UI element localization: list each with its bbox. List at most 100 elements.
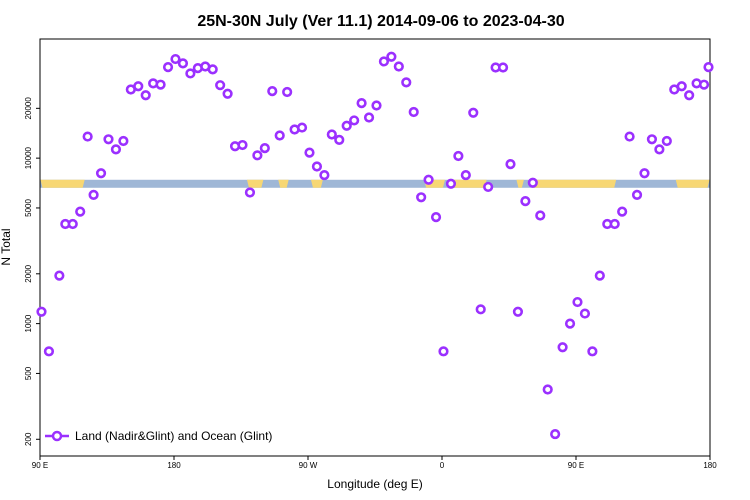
data-point bbox=[75, 206, 86, 217]
data-point bbox=[386, 51, 397, 62]
data-point bbox=[118, 135, 129, 147]
landmask-land-segment bbox=[516, 179, 524, 188]
x-axis-ticks: 90 E 180 90 W 0 90 E 180 bbox=[32, 456, 717, 470]
data-point bbox=[624, 131, 635, 142]
y-axis-label: N Total bbox=[0, 228, 13, 265]
data-point bbox=[646, 134, 658, 145]
data-point bbox=[54, 270, 65, 281]
landmask-land-segment bbox=[310, 179, 323, 188]
data-points bbox=[36, 51, 714, 440]
data-point bbox=[661, 135, 672, 147]
data-point bbox=[311, 161, 323, 172]
data-point bbox=[133, 81, 144, 92]
data-point bbox=[416, 192, 427, 203]
data-point bbox=[341, 120, 352, 131]
data-point bbox=[684, 90, 695, 101]
x-tick-label: 180 bbox=[167, 461, 181, 470]
x-tick-label: 90 E bbox=[32, 461, 48, 470]
data-point bbox=[237, 139, 248, 151]
data-point bbox=[475, 304, 486, 315]
data-point bbox=[542, 384, 553, 395]
landmask-ocean-segment bbox=[40, 179, 710, 188]
data-point bbox=[572, 296, 583, 308]
data-point bbox=[703, 61, 714, 73]
data-point bbox=[527, 177, 538, 188]
data-point bbox=[520, 196, 531, 207]
plot-frame bbox=[39, 38, 711, 457]
landmask-land-segment bbox=[447, 179, 487, 188]
x-tick-label: 180 bbox=[703, 461, 717, 470]
legend-label: Land (Nadir&Glint) and Ocean (Glint) bbox=[75, 429, 272, 443]
data-point bbox=[103, 134, 114, 145]
landmask-band bbox=[40, 179, 710, 188]
landmask-land-segment bbox=[278, 179, 289, 188]
legend-marker-swatch bbox=[51, 430, 63, 442]
data-point bbox=[43, 346, 55, 357]
data-point bbox=[430, 212, 442, 223]
data-point bbox=[468, 107, 479, 118]
data-point bbox=[594, 270, 605, 281]
data-point bbox=[564, 318, 576, 329]
data-point bbox=[36, 306, 47, 317]
y-tick-label: 10000 bbox=[24, 146, 33, 169]
data-point bbox=[304, 147, 315, 158]
data-point bbox=[698, 79, 710, 90]
landmask-land-segment bbox=[675, 179, 710, 188]
data-point bbox=[252, 150, 263, 161]
y-tick-label: 500 bbox=[24, 366, 33, 380]
landmask-land-segment bbox=[246, 179, 264, 188]
data-point bbox=[371, 100, 382, 111]
data-point bbox=[654, 144, 665, 155]
data-point bbox=[319, 169, 330, 181]
data-point bbox=[67, 218, 78, 230]
data-point bbox=[557, 342, 568, 353]
data-point bbox=[378, 56, 390, 67]
data-point bbox=[423, 174, 434, 185]
data-point bbox=[587, 346, 598, 357]
legend: Land (Nadir&Glint) and Ocean (Glint) bbox=[45, 429, 272, 443]
data-point bbox=[579, 308, 591, 319]
data-point bbox=[505, 159, 516, 170]
data-point bbox=[95, 168, 107, 179]
data-point bbox=[177, 58, 189, 69]
data-point bbox=[408, 106, 419, 118]
data-point bbox=[497, 62, 509, 73]
data-point bbox=[401, 77, 412, 88]
data-point bbox=[282, 86, 293, 98]
chart-title: 25N-30N July (Ver 11.1) 2014-09-06 to 20… bbox=[197, 13, 564, 30]
data-point bbox=[438, 346, 449, 357]
data-point bbox=[155, 79, 166, 90]
data-point bbox=[617, 206, 628, 217]
data-point bbox=[244, 187, 256, 198]
data-point bbox=[393, 61, 404, 72]
data-point bbox=[483, 181, 494, 193]
data-point bbox=[88, 189, 99, 200]
x-tick-label: 0 bbox=[440, 461, 445, 470]
x-axis-label: Longitude (deg E) bbox=[327, 477, 422, 491]
data-point bbox=[356, 98, 367, 109]
data-point bbox=[140, 90, 151, 101]
data-point bbox=[82, 131, 93, 142]
data-point bbox=[110, 144, 122, 155]
data-point bbox=[215, 80, 226, 91]
data-point bbox=[639, 168, 650, 179]
data-point bbox=[207, 64, 218, 75]
data-point bbox=[512, 306, 524, 317]
data-point bbox=[453, 150, 464, 162]
y-tick-label: 2000 bbox=[24, 264, 33, 282]
data-point bbox=[326, 129, 337, 140]
data-point bbox=[296, 122, 308, 133]
data-point bbox=[162, 61, 174, 73]
y-tick-label: 200 bbox=[24, 432, 33, 446]
data-point bbox=[676, 81, 687, 92]
data-point bbox=[267, 86, 278, 97]
landmask-land-segment bbox=[531, 179, 617, 188]
data-point bbox=[535, 210, 546, 221]
data-point bbox=[445, 178, 457, 189]
data-point bbox=[349, 115, 360, 126]
data-point bbox=[334, 134, 345, 145]
data-point bbox=[185, 68, 196, 79]
y-tick-label: 1000 bbox=[24, 314, 33, 332]
data-point bbox=[259, 142, 270, 154]
